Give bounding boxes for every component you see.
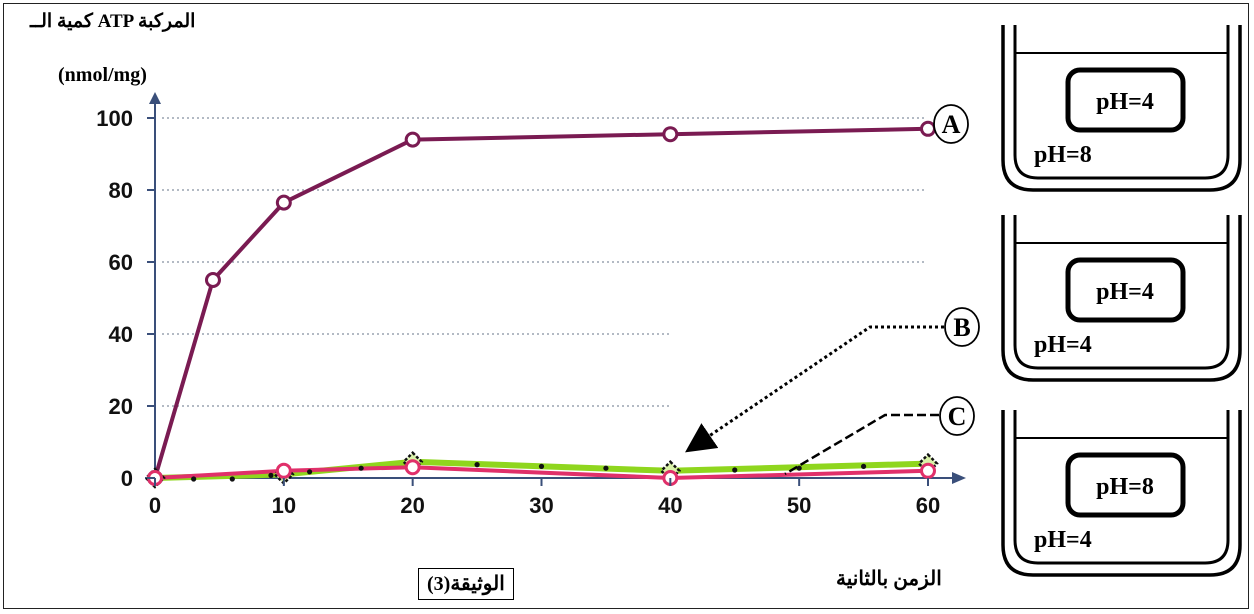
dotted-point [229, 476, 235, 482]
arrow-c [784, 413, 939, 476]
series-label-A: A [942, 110, 961, 139]
beaker-inner-wall [1013, 215, 1230, 370]
data-point-A [275, 194, 292, 211]
x-tick-label: 40 [658, 493, 682, 518]
beaker-A: pH=4 pH=8 [1001, 25, 1242, 192]
medium-ph-label: pH=4 [1034, 527, 1092, 553]
y-tick-label: 100 [96, 106, 133, 131]
data-point-A [404, 131, 421, 148]
x-axis-arrow [952, 472, 966, 484]
dotted-point [358, 465, 364, 471]
dotted-point [796, 465, 802, 471]
series-label-circle [939, 396, 975, 436]
beaker-inner-wall [1013, 25, 1230, 180]
series-line-A [153, 126, 929, 479]
vesicle [1065, 257, 1186, 323]
data-point-A [920, 120, 936, 137]
arrow-b [685, 325, 944, 453]
dotted-point [603, 465, 609, 471]
series-label-circle [944, 307, 980, 347]
beaker-outer-wall [1001, 410, 1242, 577]
medium-ph-label: pH=8 [1034, 142, 1092, 168]
y-axis-arrow [149, 92, 161, 104]
y-tick-label: 0 [121, 466, 133, 491]
vesicle-ph-label: pH=8 [1096, 474, 1154, 500]
dotted-point [732, 467, 738, 473]
x-tick-label: 50 [787, 493, 811, 518]
x-tick-label: 60 [916, 493, 940, 518]
x-tick-label: 10 [272, 493, 296, 518]
x-axis-title: الزمن بالثانية [836, 568, 942, 590]
data-point-C [275, 462, 292, 479]
dotted-point [268, 472, 274, 478]
y-tick-label: 20 [109, 394, 133, 419]
y-axis-title: كمية الــ ATP المركبة [30, 11, 196, 32]
beaker-C: pH=8 pH=4 [1001, 410, 1242, 577]
beaker-inner-wall [1013, 410, 1230, 565]
data-point-C [404, 459, 421, 476]
series-label-C: C [948, 402, 967, 431]
dotted-point [307, 469, 313, 475]
dotted-point [474, 462, 480, 468]
medium-ph-label: pH=4 [1034, 332, 1092, 358]
data-point-A [662, 126, 679, 143]
series-label-circle [933, 104, 969, 144]
vesicle [1065, 67, 1186, 133]
document-label: الوثيقة(3) [418, 568, 514, 600]
dotted-point [191, 476, 197, 482]
data-point-C [920, 462, 936, 479]
x-tick-label: 30 [529, 493, 553, 518]
vesicle-ph-label: pH=4 [1096, 89, 1154, 115]
vesicle-ph-label: pH=4 [1096, 279, 1154, 305]
y-tick-label: 60 [109, 250, 133, 275]
vesicle [1065, 452, 1186, 518]
beaker-B: pH=4 pH=4 [1001, 215, 1242, 382]
y-tick-label: 40 [109, 322, 133, 347]
x-tick-label: 0 [149, 493, 161, 518]
dotted-point [538, 463, 545, 469]
series-label-B: B [953, 313, 970, 342]
beaker-outer-wall [1001, 215, 1242, 382]
data-point-A [204, 272, 221, 288]
dotted-point [860, 463, 867, 469]
beaker-outer-wall [1001, 25, 1242, 192]
x-tick-label: 20 [400, 493, 424, 518]
document-frame [3, 3, 1249, 609]
y-axis-unit: (nmol/mg) [58, 64, 147, 86]
y-tick-label: 80 [109, 178, 133, 203]
